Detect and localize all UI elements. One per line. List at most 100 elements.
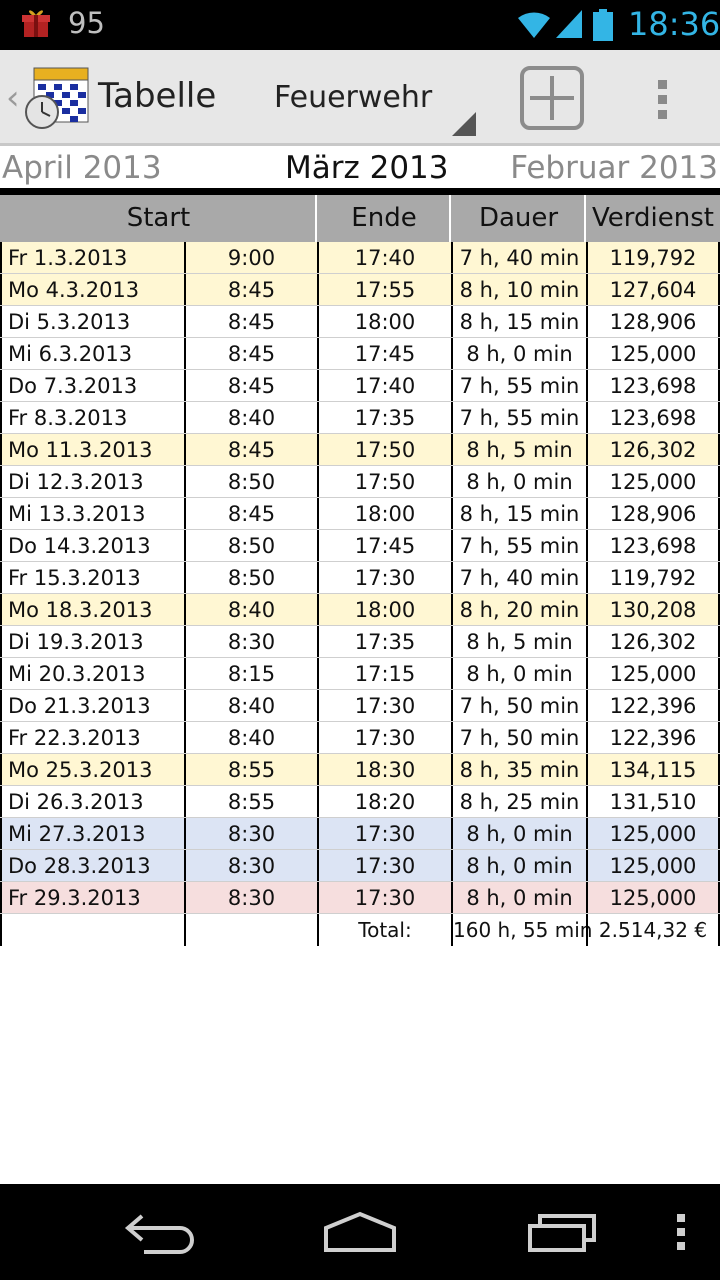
cell-date: Do 14.3.2013 xyxy=(0,530,184,562)
table-row[interactable]: Do 28.3.2013 8:30 17:30 8 h, 0 min 125,000 xyxy=(0,850,720,882)
cell-end: 17:30 xyxy=(317,882,451,914)
cell-duration: 7 h, 55 min xyxy=(451,530,586,562)
row-divider xyxy=(0,369,720,370)
cell-end: 17:15 xyxy=(317,658,451,690)
cell-duration: 8 h, 5 min xyxy=(451,626,586,658)
table-row[interactable]: Fr 22.3.2013 8:40 17:30 7 h, 50 min 122,396 xyxy=(0,722,720,754)
cell-start: 8:45 xyxy=(184,274,317,306)
table-row[interactable]: Fr 1.3.2013 9:00 17:40 7 h, 40 min 119,792 xyxy=(0,242,720,274)
column-header-end: Ende xyxy=(315,195,451,242)
table-row[interactable]: Mi 6.3.2013 8:45 17:45 8 h, 0 min 125,000 xyxy=(0,338,720,370)
cell-start: 8:55 xyxy=(184,754,317,786)
table-row[interactable]: Fr 29.3.2013 8:30 17:30 8 h, 0 min 125,000 xyxy=(0,882,720,914)
cell-earnings: 123,698 xyxy=(586,530,720,562)
table-row[interactable]: Mi 13.3.2013 8:45 18:00 8 h, 15 min 128,906 xyxy=(0,498,720,530)
cell-earnings: 134,115 xyxy=(586,754,720,786)
back-icon[interactable] xyxy=(124,1210,196,1254)
cell-date: Fr 15.3.2013 xyxy=(0,562,184,594)
cell-earnings: 130,208 xyxy=(586,594,720,626)
cell-earnings: 125,000 xyxy=(586,466,720,498)
table-row[interactable]: Mo 25.3.2013 8:55 18:30 8 h, 35 min 134,115 xyxy=(0,754,720,786)
cell-duration: 8 h, 0 min xyxy=(451,338,586,370)
cell-date: Mo 4.3.2013 xyxy=(0,274,184,306)
cell-end: 17:55 xyxy=(317,274,451,306)
divider xyxy=(0,188,720,195)
cell-earnings: 125,000 xyxy=(586,818,720,850)
row-divider xyxy=(0,465,720,466)
add-icon[interactable] xyxy=(520,66,584,130)
cell-start: 8:15 xyxy=(184,658,317,690)
column-header-earnings: Verdienst xyxy=(584,195,720,242)
cell-date: Mi 27.3.2013 xyxy=(0,818,184,850)
row-divider xyxy=(0,305,720,306)
cell-start: 8:45 xyxy=(184,370,317,402)
cell-earnings: 125,000 xyxy=(586,338,720,370)
row-divider xyxy=(0,881,720,882)
cell-date: Di 12.3.2013 xyxy=(0,466,184,498)
table-row[interactable]: Fr 8.3.2013 8:40 17:35 7 h, 55 min 123,698 xyxy=(0,402,720,434)
cell-duration: 8 h, 5 min xyxy=(451,434,586,466)
next-month[interactable]: Februar 2013 xyxy=(510,150,718,186)
cell-end: 17:35 xyxy=(317,402,451,434)
table-row[interactable]: Do 14.3.2013 8:50 17:45 7 h, 55 min 123,698 xyxy=(0,530,720,562)
category-spinner[interactable]: Feuerwehr xyxy=(262,72,482,136)
app-title: Tabelle xyxy=(98,76,217,116)
table-row[interactable]: Do 21.3.2013 8:40 17:30 7 h, 50 min 122,396 xyxy=(0,690,720,722)
table-row[interactable]: Di 19.3.2013 8:30 17:35 8 h, 5 min 126,302 xyxy=(0,626,720,658)
previous-month[interactable]: April 2013 xyxy=(2,150,162,186)
cell-date: Mo 18.3.2013 xyxy=(0,594,184,626)
total-label: Total: xyxy=(317,914,451,946)
overflow-menu-icon[interactable] xyxy=(650,76,676,124)
cell-duration: 7 h, 55 min xyxy=(451,402,586,434)
cell-duration: 8 h, 20 min xyxy=(451,594,586,626)
cell-end: 17:35 xyxy=(317,626,451,658)
row-divider xyxy=(0,689,720,690)
table-row[interactable]: Fr 15.3.2013 8:50 17:30 7 h, 40 min 119,792 xyxy=(0,562,720,594)
cell-duration: 8 h, 0 min xyxy=(451,850,586,882)
cell-earnings: 119,792 xyxy=(586,562,720,594)
calendar-clock-icon[interactable] xyxy=(24,66,90,132)
table-row[interactable]: Mo 11.3.2013 8:45 17:50 8 h, 5 min 126,302 xyxy=(0,434,720,466)
table-row[interactable]: Di 5.3.2013 8:45 18:00 8 h, 15 min 128,906 xyxy=(0,306,720,338)
table-row[interactable]: Mo 4.3.2013 8:45 17:55 8 h, 10 min 127,604 xyxy=(0,274,720,306)
cell-end: 17:30 xyxy=(317,818,451,850)
row-divider xyxy=(0,625,720,626)
table-row[interactable]: Di 12.3.2013 8:50 17:50 8 h, 0 min 125,000 xyxy=(0,466,720,498)
cell-start: 8:30 xyxy=(184,626,317,658)
cell-start: 8:55 xyxy=(184,786,317,818)
cell-start: 8:50 xyxy=(184,466,317,498)
total-earnings: 2.514,32 € xyxy=(586,914,720,946)
row-divider xyxy=(0,337,720,338)
cell-start: 8:40 xyxy=(184,402,317,434)
signal-icon xyxy=(556,10,582,38)
cell-earnings: 125,000 xyxy=(586,850,720,882)
cell-start: 8:45 xyxy=(184,306,317,338)
total-duration: 160 h, 55 min xyxy=(451,914,592,946)
cell-date: Do 7.3.2013 xyxy=(0,370,184,402)
cell-earnings: 126,302 xyxy=(586,626,720,658)
up-caret-icon[interactable]: ‹ xyxy=(6,78,20,118)
table-row[interactable]: Mo 18.3.2013 8:40 18:00 8 h, 20 min 130,208 xyxy=(0,594,720,626)
status-bar: 95 18:36 xyxy=(0,0,720,50)
cell-end: 17:30 xyxy=(317,690,451,722)
row-divider xyxy=(0,817,720,818)
cell-end: 17:50 xyxy=(317,466,451,498)
cell-start: 8:40 xyxy=(184,722,317,754)
spinner-value: Feuerwehr xyxy=(274,80,433,115)
current-month: März 2013 xyxy=(285,150,449,186)
home-icon[interactable] xyxy=(322,1210,398,1254)
cell-earnings: 125,000 xyxy=(586,882,720,914)
recent-apps-icon[interactable] xyxy=(526,1210,598,1254)
row-divider xyxy=(0,529,720,530)
menu-icon[interactable] xyxy=(674,1210,688,1254)
table-row[interactable]: Di 26.3.2013 8:55 18:20 8 h, 25 min 131,510 xyxy=(0,786,720,818)
row-divider xyxy=(0,849,720,850)
cell-date: Di 5.3.2013 xyxy=(0,306,184,338)
table-row[interactable]: Do 7.3.2013 8:45 17:40 7 h, 55 min 123,698 xyxy=(0,370,720,402)
cell-earnings: 128,906 xyxy=(586,306,720,338)
cell-duration: 7 h, 50 min xyxy=(451,690,586,722)
cell-start: 8:30 xyxy=(184,850,317,882)
table-row[interactable]: Mi 20.3.2013 8:15 17:15 8 h, 0 min 125,000 xyxy=(0,658,720,690)
navigation-bar xyxy=(0,1184,720,1280)
table-row[interactable]: Mi 27.3.2013 8:30 17:30 8 h, 0 min 125,000 xyxy=(0,818,720,850)
